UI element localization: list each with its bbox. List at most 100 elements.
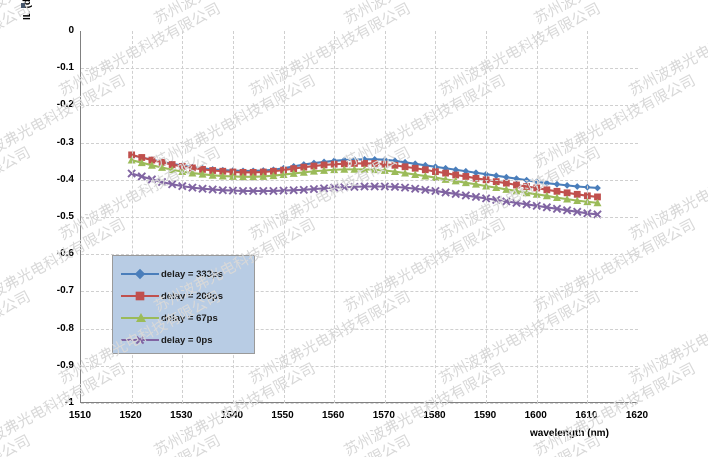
gridline-vertical bbox=[283, 31, 285, 403]
legend-marker-x-icon bbox=[134, 334, 146, 346]
gridline-vertical bbox=[232, 31, 234, 403]
data-point-marker-triangle bbox=[289, 169, 298, 177]
data-point-marker-diamond bbox=[452, 166, 460, 174]
data-point-marker-x bbox=[309, 184, 319, 194]
data-point-marker-x bbox=[208, 185, 217, 194]
gridline-horizontal bbox=[81, 365, 638, 367]
data-point-marker-square bbox=[361, 160, 368, 167]
data-point-marker-x bbox=[137, 172, 147, 181]
data-point-marker-triangle bbox=[269, 171, 278, 180]
data-point-marker-diamond bbox=[340, 156, 348, 164]
x-tick-label: 1620 bbox=[625, 410, 649, 421]
chart-legend: delay = 333ps delay = 200ps delay = 67ps de… bbox=[112, 255, 255, 354]
legend-label: delay = 333ps bbox=[161, 268, 224, 280]
data-point-marker-x bbox=[319, 184, 329, 193]
data-point-marker-x bbox=[502, 197, 511, 206]
data-point-marker-square bbox=[391, 161, 399, 169]
data-point-marker-triangle bbox=[168, 165, 177, 174]
data-point-marker-x bbox=[552, 204, 562, 214]
data-point-marker-triangle bbox=[593, 198, 602, 207]
legend-item-1: delay = 200ps bbox=[113, 284, 256, 308]
legend-item-0: delay = 333ps bbox=[113, 262, 256, 286]
data-point-marker-square bbox=[452, 171, 460, 179]
gridline-horizontal bbox=[81, 179, 638, 181]
data-point-marker-x bbox=[289, 185, 298, 195]
gridline-vertical bbox=[334, 31, 336, 403]
data-point-marker-triangle bbox=[573, 196, 582, 205]
data-point-marker-triangle bbox=[218, 172, 227, 180]
legend-key-triangle-icon bbox=[121, 311, 159, 325]
data-point-marker-square bbox=[563, 189, 571, 197]
data-point-marker-diamond bbox=[573, 183, 581, 190]
data-point-marker-square bbox=[502, 179, 510, 187]
data-point-marker-square bbox=[553, 187, 561, 195]
data-point-marker-triangle bbox=[370, 165, 379, 174]
data-point-marker-x bbox=[370, 182, 379, 191]
x-tick-label: 1580 bbox=[423, 410, 446, 421]
gridline-horizontal bbox=[81, 328, 638, 330]
data-point-marker-triangle bbox=[401, 169, 410, 177]
data-point-marker-diamond bbox=[594, 184, 601, 192]
data-point-marker-square bbox=[290, 165, 298, 173]
data-point-marker-triangle bbox=[188, 169, 197, 177]
data-point-marker-diamond bbox=[502, 173, 510, 181]
data-point-marker-x bbox=[350, 182, 359, 192]
gridline-horizontal bbox=[81, 68, 638, 70]
data-point-marker-x bbox=[572, 207, 582, 217]
data-point-marker-triangle bbox=[411, 170, 420, 178]
gridline-vertical bbox=[384, 31, 386, 403]
series-2 bbox=[127, 156, 602, 207]
data-point-marker-x bbox=[441, 188, 450, 197]
y-tick-label: -0.6 bbox=[56, 248, 74, 260]
data-point-marker-triangle bbox=[492, 183, 501, 192]
data-point-marker-x bbox=[451, 189, 460, 199]
data-point-marker-triangle bbox=[158, 163, 167, 171]
data-point-marker-square bbox=[189, 164, 196, 172]
data-point-marker-diamond bbox=[513, 175, 520, 183]
data-point-marker-square bbox=[138, 154, 146, 161]
data-point-marker-square bbox=[351, 160, 358, 167]
data-point-marker-square bbox=[219, 167, 227, 175]
data-point-marker-diamond bbox=[563, 181, 571, 189]
y-tick-label: -0.7 bbox=[56, 285, 74, 297]
x-tick-label: 1590 bbox=[473, 410, 497, 421]
data-point-marker-x bbox=[491, 195, 501, 205]
data-point-marker-triangle bbox=[198, 170, 207, 178]
data-point-marker-triangle bbox=[239, 172, 248, 181]
data-point-marker-square bbox=[401, 163, 409, 171]
legend-key-square-icon bbox=[121, 289, 159, 303]
y-tick-label: -0.5 bbox=[56, 211, 74, 222]
data-point-marker-triangle bbox=[360, 165, 369, 173]
gridline-horizontal bbox=[81, 105, 638, 107]
data-point-marker-triangle bbox=[320, 166, 329, 174]
data-point-marker-x bbox=[198, 184, 207, 193]
gridline-horizontal bbox=[81, 403, 638, 404]
plot-area bbox=[80, 31, 638, 404]
gridline-vertical bbox=[536, 31, 538, 403]
data-point-marker-diamond bbox=[462, 167, 470, 175]
data-point-marker-x bbox=[593, 210, 602, 219]
data-point-marker-x bbox=[259, 186, 268, 196]
x-tick-label: 1610 bbox=[575, 410, 598, 421]
data-point-marker-triangle bbox=[259, 172, 268, 180]
data-point-marker-square bbox=[472, 174, 480, 182]
data-point-marker-x bbox=[410, 184, 420, 193]
data-point-marker-triangle bbox=[522, 188, 531, 197]
x-tick-label: 1600 bbox=[524, 410, 547, 421]
y-tick-label: -0.9 bbox=[56, 359, 74, 371]
legend-label: delay = 0ps bbox=[161, 334, 213, 346]
y-tick-label: -0.3 bbox=[56, 136, 74, 148]
x-axis-title: wavelength (nm) bbox=[530, 428, 609, 439]
legend-marker-triangle-icon bbox=[136, 313, 146, 322]
data-point-marker-square bbox=[462, 173, 470, 180]
y-tick-label: -0.1 bbox=[56, 62, 74, 74]
data-point-marker-x bbox=[340, 182, 349, 192]
gridline-vertical bbox=[587, 31, 589, 403]
x-tick-label: 1550 bbox=[271, 410, 294, 421]
data-point-marker-x bbox=[522, 200, 531, 209]
data-point-marker-square bbox=[259, 168, 267, 176]
data-point-marker-square bbox=[249, 168, 257, 176]
legend-item-3: delay = 0ps bbox=[113, 328, 256, 352]
data-point-marker-diamond bbox=[472, 169, 480, 177]
